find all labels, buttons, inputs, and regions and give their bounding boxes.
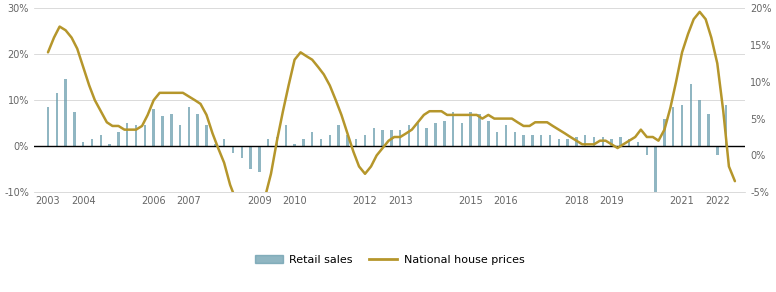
Bar — [188, 107, 190, 146]
Bar — [267, 139, 269, 146]
Bar — [504, 126, 508, 146]
Bar — [478, 114, 481, 146]
Bar — [275, 137, 279, 146]
Bar — [654, 146, 656, 215]
Bar — [637, 142, 639, 146]
Bar — [496, 132, 498, 146]
Bar — [196, 114, 199, 146]
Bar — [593, 137, 595, 146]
Bar — [557, 139, 560, 146]
Bar — [56, 93, 58, 146]
Bar — [91, 139, 93, 146]
Bar — [73, 112, 75, 146]
Bar — [338, 126, 340, 146]
Bar — [178, 126, 182, 146]
Bar — [417, 123, 419, 146]
Bar — [425, 128, 428, 146]
Bar — [408, 126, 411, 146]
Bar — [144, 126, 146, 146]
Bar — [725, 105, 727, 146]
Bar — [611, 139, 613, 146]
Bar — [382, 130, 384, 146]
Bar — [681, 105, 684, 146]
Bar — [461, 123, 463, 146]
Bar — [628, 139, 630, 146]
Bar — [206, 126, 208, 146]
Bar — [82, 142, 85, 146]
Bar — [514, 132, 516, 146]
Bar — [716, 146, 719, 155]
Legend: Retail sales, National house prices: Retail sales, National house prices — [251, 251, 529, 270]
Bar — [646, 146, 648, 155]
Bar — [531, 135, 534, 146]
Bar — [399, 130, 401, 146]
Bar — [170, 114, 172, 146]
Bar — [549, 135, 551, 146]
Bar — [99, 135, 102, 146]
Bar — [663, 119, 666, 146]
Bar — [161, 116, 164, 146]
Bar — [293, 144, 296, 146]
Bar — [135, 126, 137, 146]
Bar — [126, 123, 129, 146]
Bar — [707, 114, 710, 146]
Bar — [241, 146, 243, 158]
Bar — [690, 84, 692, 146]
Bar — [672, 107, 674, 146]
Bar — [390, 130, 393, 146]
Bar — [302, 139, 305, 146]
Bar — [487, 121, 490, 146]
Bar — [601, 137, 604, 146]
Bar — [584, 135, 587, 146]
Bar — [258, 146, 261, 171]
Bar — [522, 135, 525, 146]
Bar — [355, 139, 358, 146]
Bar — [285, 126, 287, 146]
Bar — [320, 139, 322, 146]
Bar — [372, 128, 375, 146]
Bar — [619, 137, 622, 146]
Bar — [540, 135, 542, 146]
Bar — [232, 146, 234, 153]
Bar — [249, 146, 251, 169]
Bar — [435, 123, 437, 146]
Bar — [109, 144, 111, 146]
Bar — [328, 135, 331, 146]
Bar — [346, 135, 348, 146]
Bar — [698, 100, 701, 146]
Bar — [443, 121, 445, 146]
Bar — [575, 137, 577, 146]
Bar — [223, 139, 225, 146]
Bar — [469, 112, 472, 146]
Bar — [364, 135, 366, 146]
Bar — [64, 79, 67, 146]
Bar — [117, 132, 120, 146]
Bar — [311, 132, 314, 146]
Bar — [47, 107, 49, 146]
Bar — [452, 112, 454, 146]
Bar — [566, 139, 569, 146]
Bar — [152, 110, 155, 146]
Bar — [214, 144, 217, 146]
